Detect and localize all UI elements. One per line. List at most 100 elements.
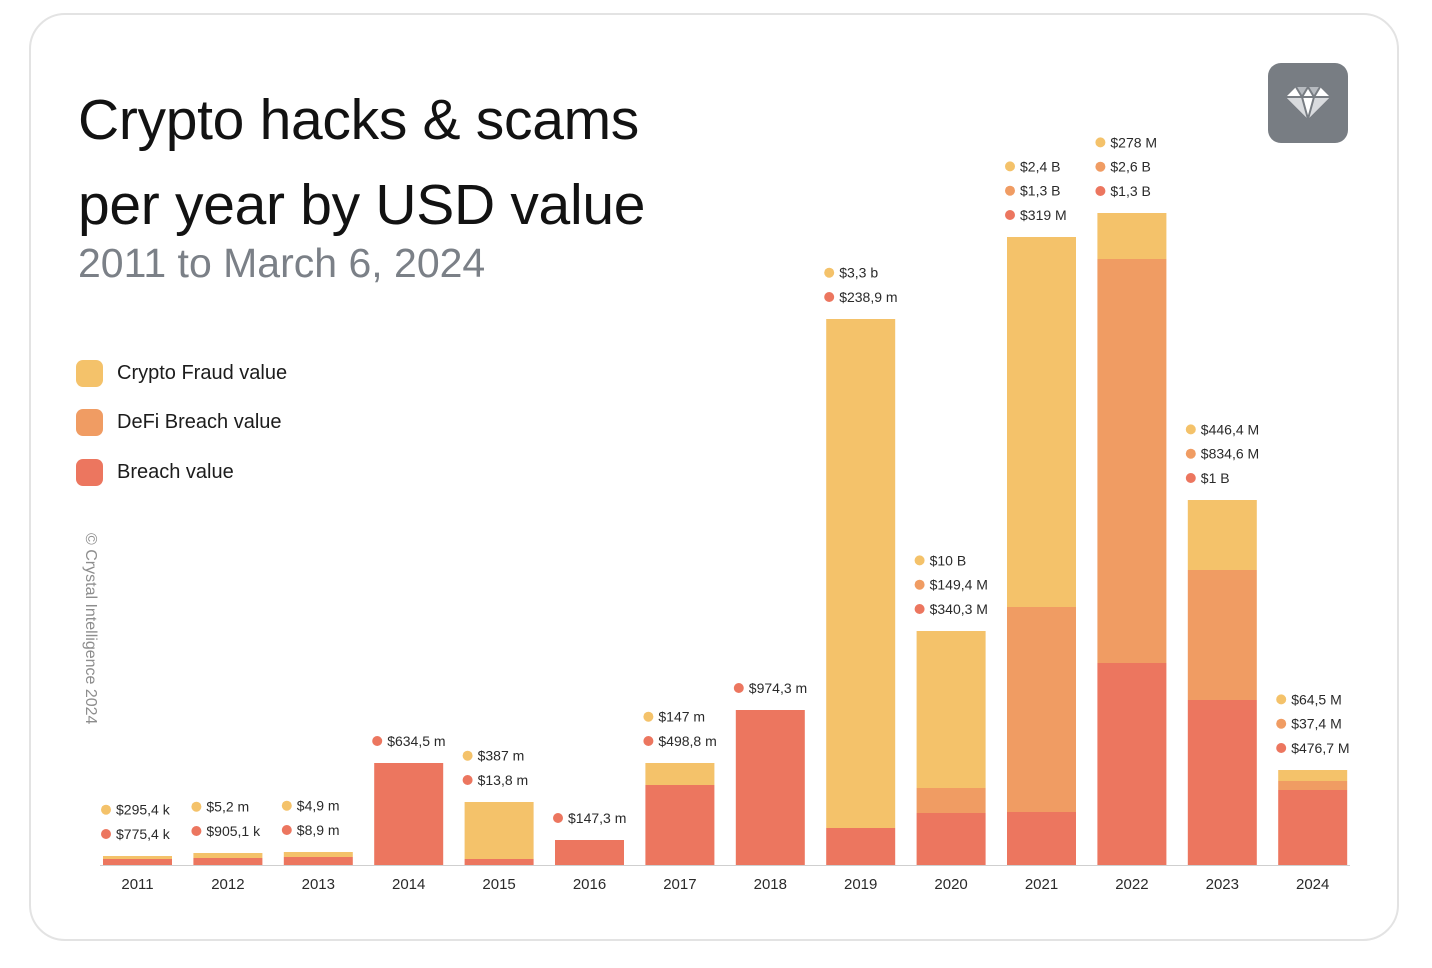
bar-breach-2014: [374, 763, 444, 865]
data-label-dot-2021-1: [1005, 185, 1015, 196]
data-label-dot-2024-1: [1276, 718, 1287, 729]
data-label-dot-2023-1: [1185, 448, 1196, 459]
bar-breach-2024: [1278, 790, 1348, 865]
bar-defi-2022: [1097, 259, 1167, 663]
data-label-dot-2014-0: [372, 736, 383, 746]
data-label-dot-2021-2: [1005, 210, 1015, 220]
legend-label-defi: DeFi Breach value: [117, 411, 282, 433]
title-line-1: Crypto hacks & scams: [78, 88, 639, 152]
data-label-2013-1: $8,9 m: [297, 822, 340, 838]
data-label-2015-0: $387 m: [478, 748, 525, 764]
data-label-2019-0: $3,3 b: [839, 265, 878, 281]
data-label-dot-2017-0: [643, 711, 654, 722]
bar-breach-2017: [645, 785, 715, 865]
data-label-2022-1: $2,6 B: [1110, 159, 1150, 175]
bar-breach-2021: [1007, 812, 1076, 865]
data-label-2024-2: $476,7 M: [1291, 740, 1349, 756]
data-label-dot-2022-1: [1095, 161, 1106, 172]
data-label-dot-2012-0: [191, 801, 202, 812]
data-label-dot-2024-2: [1276, 743, 1287, 753]
data-label-dot-2011-0: [101, 804, 111, 815]
x-tick-label-2017: 2017: [663, 876, 696, 893]
bar-breach-2023: [1187, 700, 1257, 865]
data-label-2020-1: $149,4 M: [930, 577, 988, 593]
bar-fraud-2019: [826, 319, 896, 828]
legend-label-fraud: Crypto Fraud value: [117, 361, 288, 384]
legend-swatch-defi: [76, 409, 103, 436]
data-label-2012-1: $905,1 k: [206, 823, 261, 839]
x-tick-label-2012: 2012: [211, 876, 244, 893]
bar-breach-2012: [193, 858, 263, 865]
data-label-dot-2023-0: [1185, 424, 1196, 435]
data-label-dot-2016-0: [553, 813, 563, 823]
data-label-dot-2020-0: [914, 555, 925, 566]
data-label-2020-2: $340,3 M: [930, 601, 988, 617]
data-label-2020-0: $10 B: [930, 552, 967, 568]
data-label-2024-1: $37,4 M: [1291, 716, 1342, 732]
data-label-dot-2021-0: [1005, 161, 1015, 172]
data-label-dot-2018-0: [733, 683, 744, 693]
data-label-2024-0: $64,5 M: [1291, 691, 1342, 707]
legend-label-breach: Breach value: [117, 460, 234, 483]
x-tick-label-2015: 2015: [482, 876, 515, 893]
data-label-2018-0: $974,3 m: [749, 680, 807, 696]
chart-subtitle: 2011 to March 6, 2024: [78, 240, 486, 286]
data-label-dot-2015-1: [462, 775, 473, 785]
bar-breach-2022: [1097, 663, 1167, 865]
title-line-2: per year by USD value: [78, 173, 646, 237]
bar-breach-2016: [555, 840, 624, 865]
data-label-2019-1: $238,9 m: [839, 289, 897, 305]
data-label-dot-2015-0: [462, 750, 473, 761]
bar-fraud-2013: [283, 852, 353, 857]
x-tick-label-2019: 2019: [844, 876, 877, 893]
legend-item-defi: DeFi Breach value: [76, 408, 287, 438]
data-label-dot-2024-0: [1276, 694, 1287, 705]
data-label-dot-2023-2: [1185, 473, 1196, 483]
data-label-2023-2: $1 B: [1201, 470, 1230, 486]
legend-swatch-fraud: [76, 359, 103, 387]
bar-fraud-2017: [645, 763, 715, 785]
data-label-dot-2017-1: [643, 736, 654, 746]
data-label-dot-2011-1: [101, 829, 111, 839]
data-label-dot-2022-2: [1095, 186, 1106, 196]
data-label-dot-2019-1: [824, 292, 835, 302]
data-label-2012-0: $5,2 m: [206, 799, 249, 815]
data-label-dot-2020-2: [914, 604, 925, 614]
bar-defi-2023: [1187, 570, 1257, 700]
bar-breach-2018: [735, 710, 805, 865]
bar-breach-2015: [464, 859, 534, 865]
data-label-dot-2019-0: [824, 267, 835, 278]
x-tick-label-2024: 2024: [1296, 876, 1329, 893]
x-tick-label-2023: 2023: [1206, 876, 1239, 893]
bar-fraud-2015: [464, 802, 534, 859]
bar-fraud-2024: [1278, 770, 1348, 781]
bar-breach-2013: [283, 857, 353, 865]
bar-fraud-2011: [103, 856, 172, 859]
data-label-2011-1: $775,4 k: [116, 826, 171, 842]
data-label-dot-2013-0: [281, 800, 292, 811]
crystal-logo: [1268, 63, 1348, 143]
legend-swatch-breach: [76, 458, 103, 486]
data-label-2023-0: $446,4 M: [1201, 421, 1259, 437]
data-label-2011-0: $295,4 k: [116, 802, 171, 818]
x-tick-label-2016: 2016: [573, 876, 606, 893]
data-label-2017-1: $498,8 m: [658, 733, 716, 749]
x-tick-label-2018: 2018: [754, 876, 787, 893]
data-label-2017-0: $147 m: [658, 709, 705, 725]
x-tick-label-2014: 2014: [392, 876, 425, 893]
bar-breach-2011: [103, 859, 172, 865]
bar-fraud-2021: [1007, 237, 1076, 607]
bar-defi-2024: [1278, 781, 1348, 790]
data-label-2022-2: $1,3 B: [1110, 183, 1150, 199]
bar-fraud-2012: [193, 853, 263, 858]
data-label-2021-2: $319 M: [1020, 207, 1067, 223]
bar-defi-2021: [1007, 607, 1076, 812]
data-label-2021-1: $1,3 B: [1020, 183, 1060, 199]
chart-title: Crypto hacks & scams per year by USD val…: [78, 78, 778, 248]
bar-fraud-2023: [1187, 500, 1257, 570]
data-label-2022-0: $278 M: [1110, 134, 1157, 150]
data-label-2013-0: $4,9 m: [297, 798, 340, 814]
legend-item-breach: Breach value: [76, 457, 287, 487]
x-tick-label-2022: 2022: [1115, 876, 1148, 893]
